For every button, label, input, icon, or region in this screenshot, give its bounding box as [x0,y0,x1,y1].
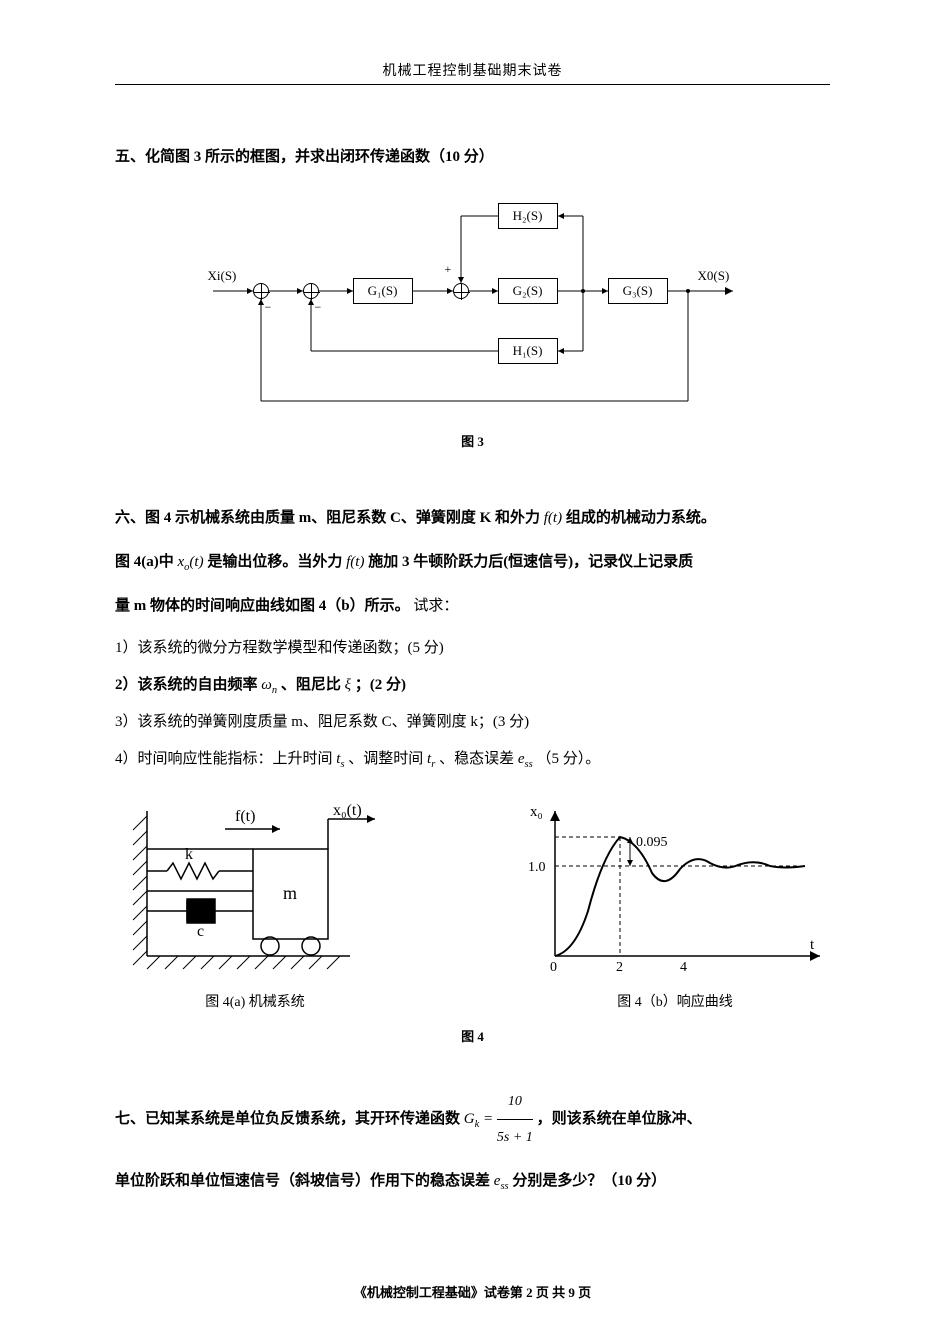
s6-intro-ft: f(t) [544,510,562,526]
section-6-intro: 六、图 4 示机械系统由质量 m、阻尼系数 C、弹簧刚度 K 和外力 f(t) … [115,500,830,536]
input-label: Xi(S) [208,268,237,284]
fig4b-yaxis-label: x₀ [530,804,543,820]
fig4a-x0t-label: x₀(t) [333,802,362,819]
block-g1: G₁(S) [353,278,413,304]
s7-frac-num: 10 [497,1085,533,1119]
s7-gk: Gk [464,1111,480,1127]
s6-i2-mid: 、阻尼比 [281,677,341,693]
s6-i4-pre: 4）时间响应性能指标：上升时间 [115,751,333,767]
s6-i4-ess: ess [518,751,533,767]
fig4a-svg: k c m f(t) x₀(t) [115,801,395,976]
fig4b-ss-label: 1.0 [528,860,546,875]
fig4-overall-caption: 图 4 [115,1026,830,1045]
s6-i2-xi: ξ [345,677,351,693]
section-6-line3: 量 m 物体的时间响应曲线如图 4（b）所示。 试求： [115,588,830,624]
fig4a-c-label: c [197,923,204,940]
header-rule [115,84,830,85]
summing-junction-3 [453,283,469,299]
page-footer: 《机械控制工程基础》试卷第 2 页 共 9 页 [0,1282,945,1301]
fig3-caption: 图 3 [115,431,830,450]
s6-i4-tr: tr [427,751,435,767]
figure-4a: k c m f(t) x₀(t) 图 4(a) 机械系统 [115,801,395,1011]
block-h2: H₂(S) [498,203,558,229]
fig4b-overshoot-label: 0.095 [636,835,668,850]
fig4b-xaxis-label: t [810,937,815,953]
s7-p1: 七、已知某系统是单位负反馈系统，其开环传递函数 [115,1111,460,1127]
section-6-item1: 1）该系统的微分方程数学模型和传递函数；(5 分) [115,632,830,665]
s6-intro-p2: 组成的机械动力系统。 [566,510,716,526]
s6-l2-p3: 施加 3 牛顿阶跃力后(恒速信号)，记录仪上记录质 [368,554,693,570]
sign-minus-sum2: − [315,300,322,315]
s6-l2-xo: xo(t) [178,554,204,570]
section-6-item3: 3）该系统的弹簧刚度质量 m、阻尼系数 C、弹簧刚度 k；(3 分) [115,706,830,739]
s6-l2-p2: 是输出位移。当外力 [207,554,342,570]
s7-frac-den: 5s + 1 [497,1119,533,1155]
s6-l2-ft: f(t) [346,554,364,570]
fig4b-origin-label: 0 [550,960,557,975]
section-7-line2: 单位阶跃和单位恒速信号（斜坡信号）作用下的稳态误差 ess 分别是多少？（10 … [115,1163,830,1199]
s6-intro-p1: 六、图 4 示机械系统由质量 m、阻尼系数 C、弹簧刚度 K 和外力 [115,510,540,526]
summing-junction-1 [253,283,269,299]
block-g2: G₂(S) [498,278,558,304]
fig4a-m-label: m [283,883,297,903]
sign-plus-sum3: + [445,262,452,277]
fig4a-ft-label: f(t) [235,808,255,825]
s6-l3-suf: 试求： [413,598,458,614]
fig4b-svg: x₀ t 0.095 1.0 0 2 4 [520,801,830,976]
figure-4b: x₀ t 0.095 1.0 0 2 4 图 4（b）响应曲线 [520,801,830,1011]
block-h1: H₁(S) [498,338,558,364]
section-6-item2: 2）该系统的自由频率 ωn 、阻尼比 ξ ；(2 分) [115,669,830,702]
fig4b-tick4-label: 4 [680,960,687,975]
fig4a-caption: 图 4(a) 机械系统 [115,991,395,1011]
section-6-line2: 图 4(a)中 xo(t) 是输出位移。当外力 f(t) 施加 3 牛顿阶跃力后… [115,544,830,580]
s6-i4-ts: ts [336,751,344,767]
s7-eq: = [483,1111,497,1127]
fig4b-caption: 图 4（b）响应曲线 [520,991,830,1011]
s6-i4-m1: 、调整时间 [348,751,423,767]
fig4b-tick2-label: 2 [616,960,623,975]
s7-l2-p1: 单位阶跃和单位恒速信号（斜坡信号）作用下的稳态误差 [115,1173,490,1189]
s6-i2-pre: 2）该系统的自由频率 [115,677,258,693]
block-g3: G₃(S) [608,278,668,304]
page-header-title: 机械工程控制基础期末试卷 [115,60,830,80]
section-5-title: 五、化简图 3 所示的框图，并求出闭环传递函数（10 分） [115,145,830,166]
s6-i2-post: ；(2 分) [355,677,406,693]
s7-l2-ess: ess [494,1173,509,1189]
block-diagram-fig3: G₁(S) G₂(S) G₃(S) H₂(S) H₁(S) Xi(S) X0(S… [213,186,733,416]
s6-i4-m2: 、稳态误差 [439,751,514,767]
summing-junction-2 [303,283,319,299]
s6-i2-wn: ωn [261,677,277,693]
s7-p2: ，则该系统在单位脉冲、 [537,1111,702,1127]
s7-fraction: 10 5s + 1 [497,1085,533,1154]
section-7-line1: 七、已知某系统是单位负反馈系统，其开环传递函数 Gk = 10 5s + 1 ，… [115,1085,830,1154]
figures-row: k c m f(t) x₀(t) 图 4(a) 机械系统 [115,801,830,1011]
output-label: X0(S) [698,268,730,284]
sign-minus-sum1: − [265,300,272,315]
s7-l2-p2: 分别是多少？（10 分） [512,1173,666,1189]
s6-i4-post: （5 分）。 [536,751,600,767]
fig4a-k-label: k [185,846,193,863]
section-6-item4: 4）时间响应性能指标：上升时间 ts 、调整时间 tr 、稳态误差 ess （5… [115,743,830,776]
s6-l3: 量 m 物体的时间响应曲线如图 4（b）所示。 [115,598,410,614]
s6-l2-p1: 图 4(a)中 [115,554,174,570]
